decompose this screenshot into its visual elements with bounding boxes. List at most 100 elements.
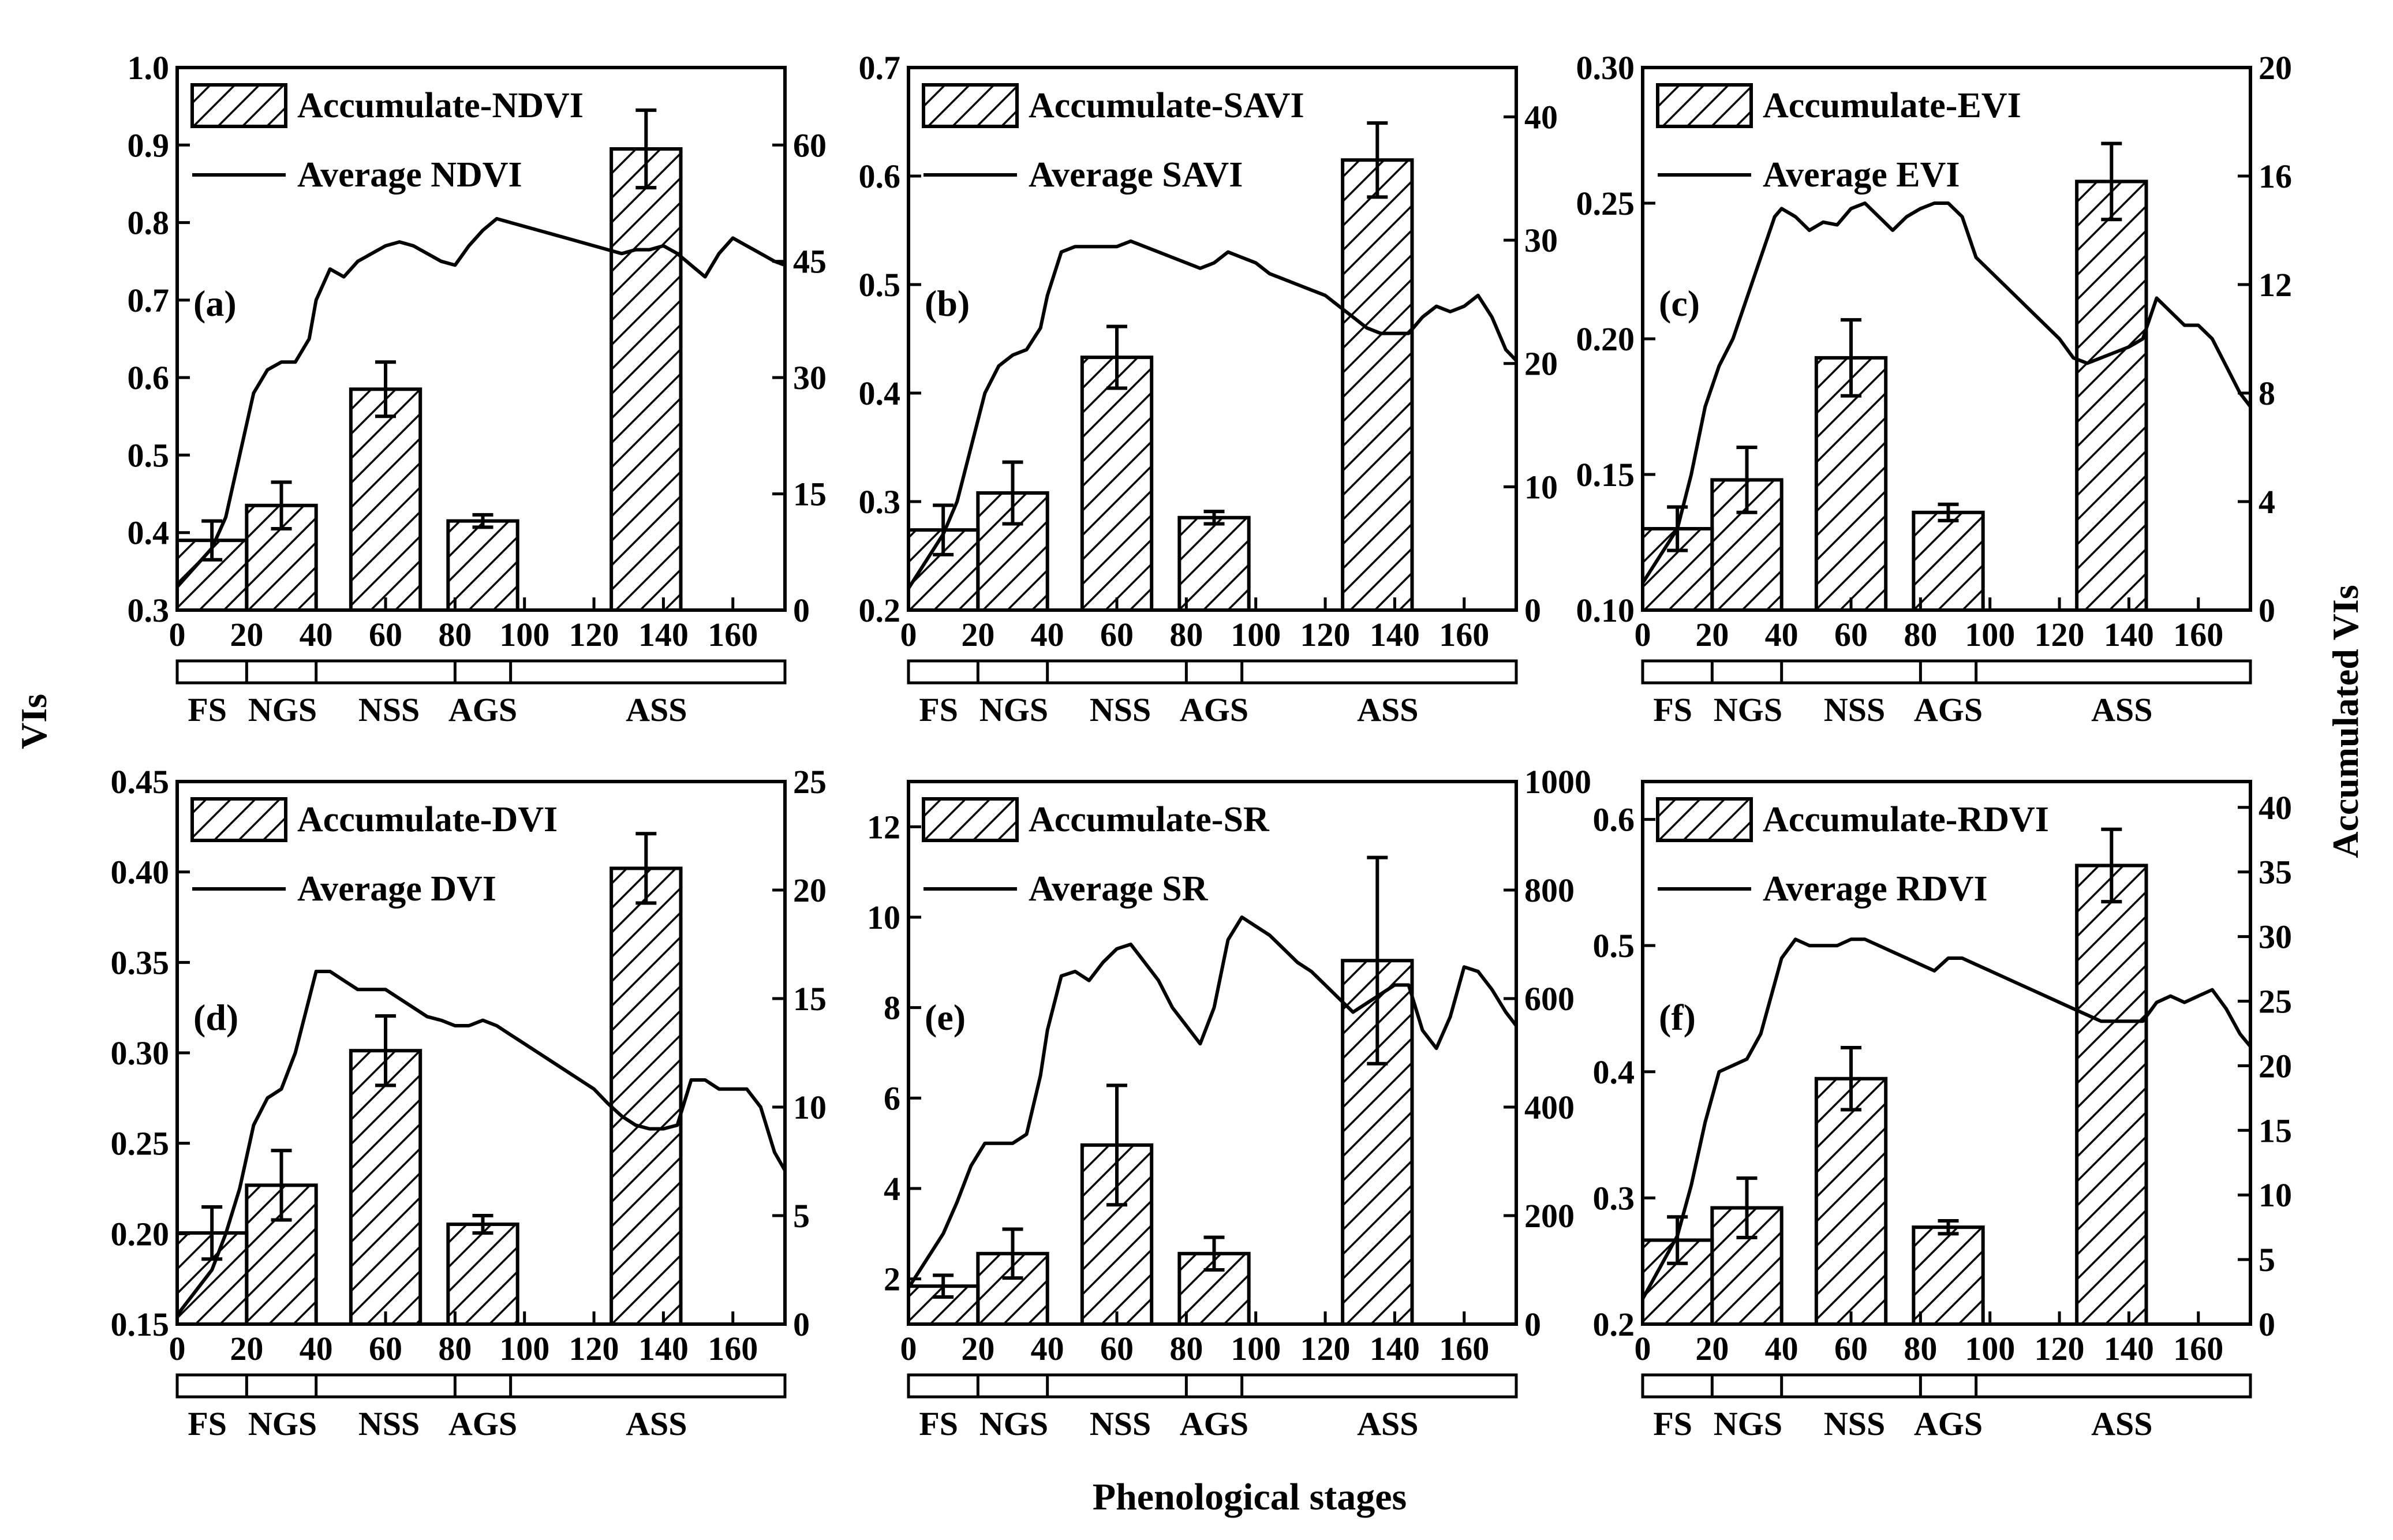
- ytick-right-label: 800: [1524, 872, 1575, 909]
- bar: [1912, 1225, 1985, 1326]
- ytick-left-label: 0.7: [859, 49, 901, 87]
- stage-label-fs: FS: [188, 1405, 227, 1442]
- xtick-label: 100: [499, 1330, 549, 1367]
- xtick-label: 80: [1169, 1330, 1203, 1367]
- xtick-label: 60: [1100, 616, 1134, 653]
- xtick-label: 120: [1300, 616, 1351, 653]
- xtick-label: 120: [2035, 616, 2085, 653]
- stage-label-ass: ASS: [2091, 691, 2152, 728]
- ytick-right-label: 5: [793, 1197, 810, 1235]
- ytick-right-label: 5: [2259, 1241, 2275, 1279]
- ytick-right-label: 15: [793, 980, 827, 1018]
- ytick-left-label: 0.2: [1593, 1306, 1635, 1343]
- stage-label-ags: AGS: [448, 1405, 517, 1442]
- average-line: [907, 239, 1518, 590]
- legend-bar-label: Accumulate-NDVI: [297, 86, 584, 125]
- bar: [1814, 1076, 1888, 1326]
- ytick-left-label: 0.30: [111, 1034, 170, 1072]
- ytick-right-label: 10: [1524, 468, 1558, 506]
- ytick-right-label: 10: [2259, 1176, 2292, 1214]
- stage-label-nss: NSS: [1824, 691, 1885, 728]
- ytick-right-label: 0: [2259, 1306, 2275, 1343]
- xtick-label: 100: [499, 616, 549, 653]
- xtick-label: 140: [1370, 616, 1420, 653]
- xtick-label: 0: [1635, 616, 1651, 653]
- xtick-label: 140: [1370, 1330, 1420, 1367]
- legend-bar-label: Accumulate-SR: [1029, 800, 1270, 839]
- ytick-left-label: 0.6: [859, 158, 901, 195]
- plot-frame: [175, 66, 787, 612]
- ytick-left-label: 0.5: [1593, 927, 1635, 965]
- ytick-left-label: 0.3: [128, 592, 170, 629]
- xtick-label: 20: [1695, 1330, 1729, 1367]
- bar: [1912, 510, 1985, 612]
- xtick-label: 40: [300, 616, 333, 653]
- ytick-right-label: 30: [1524, 222, 1558, 259]
- ytick-right-label: 200: [1524, 1197, 1575, 1235]
- ytick-right-label: 60: [793, 126, 827, 164]
- stage-label-ags: AGS: [1914, 691, 1983, 728]
- ytick-left-label: 0.4: [1593, 1053, 1635, 1091]
- xtick-label: 60: [369, 1330, 402, 1367]
- xtick-label: 80: [1904, 616, 1937, 653]
- xtick-label: 160: [708, 616, 758, 653]
- ytick-left-label: 0.7: [128, 282, 170, 319]
- panel-b: 0.2 0.3 0.4 0.5 0.6 0.7 0 10 20 30 40 0 20 40 60 80 100 1…: [859, 49, 1558, 728]
- xtick-label: 120: [2035, 1330, 2085, 1367]
- xtick-label: 40: [1765, 1330, 1799, 1367]
- xtick-label: 160: [708, 1330, 758, 1367]
- xtick-label: 80: [1904, 1330, 1937, 1367]
- ytick-left-label: 0.4: [128, 514, 170, 552]
- stage-label-ass: ASS: [1357, 1405, 1418, 1442]
- xtick-label: 20: [230, 616, 263, 653]
- xtick-label: 60: [1100, 1330, 1134, 1367]
- stage-strip: [907, 1373, 1518, 1399]
- bar: [1080, 356, 1154, 612]
- legend-line-label: Average NDVI: [297, 155, 522, 195]
- panel-a: 0.3 0.4 0.5 0.6 0.7 0.8 0.9 1.0 0 15 30 45 60 0 20 40 60…: [128, 49, 827, 728]
- ytick-right-label: 20: [1524, 345, 1558, 383]
- average-line: [1641, 201, 2252, 584]
- ytick-left-label: 0.20: [1576, 320, 1635, 358]
- stage-label-fs: FS: [1653, 691, 1692, 728]
- bar: [2075, 864, 2148, 1326]
- panel-label: (c): [1659, 283, 1700, 324]
- ytick-left-label: 0.5: [859, 266, 901, 304]
- stage-label-nss: NSS: [358, 691, 420, 728]
- ytick-right-label: 8: [2259, 375, 2275, 412]
- xtick-label: 0: [1635, 1330, 1651, 1367]
- ytick-left-label: 0.45: [111, 763, 170, 801]
- stage-label-ngs: NGS: [1714, 691, 1782, 728]
- plot-frame: [907, 780, 1518, 1326]
- bar: [1341, 158, 1414, 612]
- stage-label-nss: NSS: [1824, 1405, 1885, 1442]
- legend-bar-label: Accumulate-RDVI: [1763, 800, 2049, 839]
- legend-line-label: Average SAVI: [1029, 155, 1243, 195]
- global-xlabel: Phenological stages: [1093, 1476, 1407, 1518]
- panel-label: (a): [193, 283, 237, 324]
- ytick-right-label: 4: [2259, 483, 2275, 521]
- ytick-left-label: 0.35: [111, 944, 170, 981]
- xtick-label: 100: [1965, 616, 2015, 653]
- ytick-right-label: 400: [1524, 1089, 1575, 1126]
- xtick-label: 80: [438, 616, 472, 653]
- plot-frame: [907, 66, 1518, 612]
- ytick-left-label: 0.3: [1593, 1179, 1635, 1217]
- bar: [2075, 180, 2148, 612]
- stage-label-ngs: NGS: [1714, 1405, 1782, 1442]
- ytick-right-label: 20: [2259, 1047, 2292, 1085]
- plot-frame: [1641, 780, 2252, 1326]
- stage-strip: [907, 659, 1518, 685]
- bar: [349, 387, 422, 612]
- ytick-left-label: 0.8: [128, 204, 170, 242]
- legend-bar-swatch: [1656, 797, 1753, 842]
- xtick-label: 100: [1231, 1330, 1281, 1367]
- xtick-label: 100: [1965, 1330, 2015, 1367]
- stage-label-fs: FS: [1653, 1405, 1692, 1442]
- xtick-label: 40: [300, 1330, 333, 1367]
- xtick-label: 120: [1300, 1330, 1351, 1367]
- average-line: [907, 915, 1518, 1289]
- xtick-label: 140: [2104, 616, 2154, 653]
